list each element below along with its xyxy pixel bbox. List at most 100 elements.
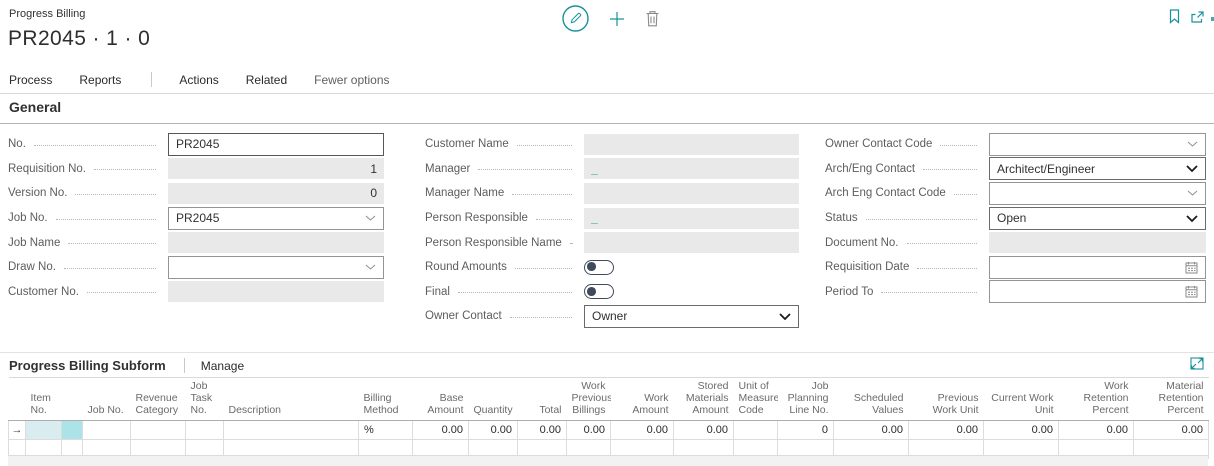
col-item-no-assist	[61, 377, 83, 421]
owner-contact-label: Owner Contact	[425, 310, 502, 323]
subform-manage[interactable]: Manage	[200, 358, 245, 373]
col-row-selector	[8, 377, 26, 421]
edit-icon[interactable]	[562, 5, 589, 32]
menu-divider	[151, 72, 153, 87]
field-row: Document No.	[825, 230, 1208, 255]
round-amounts-label: Round Amounts	[425, 261, 507, 274]
col-billing-method[interactable]: Billing Method	[358, 377, 413, 421]
cell-job-task-no[interactable]	[185, 420, 224, 440]
col-work-amount[interactable]: Work Amount	[610, 377, 674, 421]
toolbar-icons	[562, 5, 660, 32]
no-label: No.	[8, 138, 26, 151]
cell-job-no[interactable]	[82, 420, 131, 440]
chevron-down-icon	[1187, 141, 1198, 147]
col-quantity[interactable]: Quantity	[468, 377, 518, 421]
menu-reports[interactable]: Reports	[79, 72, 122, 87]
cell-work-amount[interactable]: 0.00	[610, 420, 674, 440]
subform-title: Progress Billing Subform	[9, 358, 166, 373]
col-job-no[interactable]: Job No.	[82, 377, 131, 421]
focus-mode-icon[interactable]	[1190, 357, 1204, 370]
field-row: Round Amounts	[425, 255, 801, 280]
owner-contact-field[interactable]: Owner	[584, 304, 799, 328]
menu-fewer-options[interactable]: Fewer options	[314, 72, 390, 87]
manager-link[interactable]: _	[591, 161, 598, 176]
round-amounts-toggle[interactable]	[584, 259, 614, 275]
final-toggle[interactable]	[584, 284, 614, 300]
person-responsible-name-field	[584, 232, 799, 254]
job-no-label: Job No.	[8, 212, 48, 225]
dotted-leader	[55, 218, 156, 220]
requisition-date-field[interactable]	[989, 255, 1206, 279]
cell-current-work-unit[interactable]: 0.00	[983, 420, 1059, 440]
delete-icon[interactable]	[645, 10, 660, 27]
menu-related[interactable]: Related	[245, 72, 288, 87]
customer-no-field	[168, 281, 384, 303]
cell-billing-method[interactable]: %	[358, 420, 413, 440]
menu-process[interactable]: Process	[9, 72, 53, 87]
arch-eng-contact-field[interactable]: Architect/Engineer	[989, 157, 1206, 181]
cell-job-planning-line-no[interactable]: 0	[777, 420, 834, 440]
col-description[interactable]: Description	[223, 377, 359, 421]
col-base-amount[interactable]: Base Amount	[412, 377, 469, 421]
col-scheduled-values[interactable]: Scheduled Values	[833, 377, 909, 421]
cell-item-no[interactable]	[25, 420, 62, 440]
job-name-field	[168, 232, 384, 254]
cell-work-retention-percent[interactable]: 0.00	[1058, 420, 1134, 440]
col-job-task-no[interactable]: Job Task No.	[185, 377, 224, 421]
col-work-previous-billings[interactable]: Work Previous Billings	[566, 377, 611, 421]
owner-contact-code-field[interactable]	[989, 132, 1206, 156]
cell-quantity[interactable]: 0.00	[468, 420, 518, 440]
general-fields: No. PR2045 Requisition No. 1 Version No. 0 Job…	[0, 132, 1214, 330]
person-responsible-field[interactable]: _	[584, 207, 799, 229]
row-selector-cell[interactable]: →	[8, 420, 26, 440]
col-current-work-unit[interactable]: Current Work Unit	[983, 377, 1059, 421]
cell-unit-of-measure-code[interactable]	[733, 420, 778, 440]
col-stored-materials-amount[interactable]: Stored Materials Amount	[673, 377, 734, 421]
col-item-no[interactable]: Item No.	[25, 377, 62, 421]
subform-divider	[183, 358, 185, 373]
job-name-label: Job Name	[8, 236, 61, 249]
cell-description[interactable]	[223, 420, 359, 440]
arch-eng-contact-label: Arch/Eng Contact	[825, 162, 916, 175]
status-field[interactable]: Open	[989, 206, 1206, 230]
cell-item-no-assist[interactable]	[61, 420, 83, 440]
col-unit-of-measure-code[interactable]: Unit of Measure Code	[733, 377, 778, 421]
final-label: Final	[425, 285, 450, 298]
cell-base-amount[interactable]: 0.00	[412, 420, 469, 440]
no-field[interactable]: PR2045	[168, 132, 384, 156]
chevron-down-icon	[779, 313, 791, 320]
col-work-retention-percent[interactable]: Work Retention Percent	[1058, 377, 1134, 421]
arch-eng-contact-code-field[interactable]	[989, 181, 1206, 205]
dotted-leader	[457, 292, 572, 294]
customer-name-field	[584, 133, 799, 155]
dotted-leader	[953, 193, 977, 195]
col-job-planning-line-no[interactable]: Job Planning Line No.	[777, 377, 834, 421]
col-total[interactable]: Total	[517, 377, 567, 421]
cell-stored-materials-amount[interactable]: 0.00	[673, 420, 734, 440]
calendar-icon	[1185, 286, 1198, 298]
cell-work-previous-billings[interactable]: 0.00	[566, 420, 611, 440]
col-revenue-category[interactable]: Revenue Category	[130, 377, 186, 421]
cell-previous-work-unit[interactable]: 0.00	[908, 420, 984, 440]
person-responsible-link[interactable]: _	[591, 211, 598, 226]
general-section-title: General	[9, 99, 62, 115]
person-responsible-name-label: Person Responsible Name	[425, 236, 562, 249]
field-value: 1	[370, 161, 377, 176]
col-material-retention-percent[interactable]: Material Retention Percent	[1133, 377, 1209, 421]
manager-field[interactable]: _	[584, 158, 799, 180]
bookmark-icon[interactable]	[1169, 9, 1180, 24]
page-title: PR2045 · 1 · 0	[8, 27, 151, 50]
cell-total[interactable]: 0.00	[517, 420, 567, 440]
menu-actions[interactable]: Actions	[179, 72, 219, 87]
col-previous-work-unit[interactable]: Previous Work Unit	[908, 377, 984, 421]
cell-material-retention-percent[interactable]: 0.00	[1133, 420, 1209, 440]
draw-no-field[interactable]	[168, 255, 384, 279]
cell-scheduled-values[interactable]: 0.00	[833, 420, 909, 440]
period-to-field[interactable]	[989, 280, 1206, 304]
manager-label: Manager	[425, 162, 471, 175]
open-in-new-window-icon[interactable]	[1191, 10, 1204, 23]
job-no-field[interactable]: PR2045	[168, 206, 384, 230]
cell-revenue-category[interactable]	[130, 420, 186, 440]
new-icon[interactable]	[609, 11, 625, 27]
field-value: 0	[370, 186, 377, 201]
